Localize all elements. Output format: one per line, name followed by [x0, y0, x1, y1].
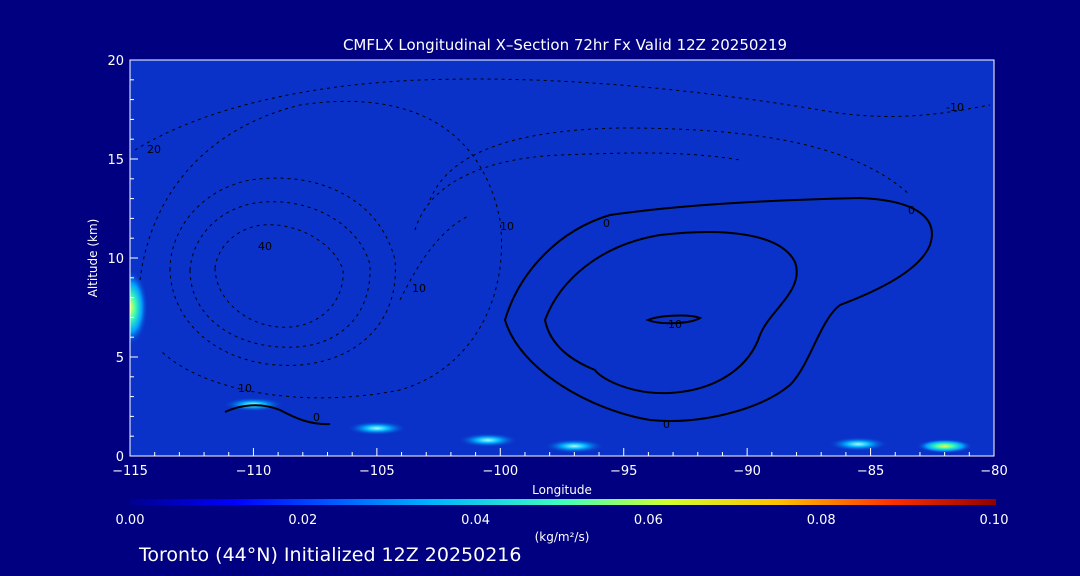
y-tick-label: 15 — [107, 153, 124, 168]
colorbar-tick-label: 0.08 — [807, 513, 836, 528]
colorbar-ticks: 0.00 0.02 0.04 0.06 0.08 0.10 — [116, 513, 1009, 528]
flux-feature — [457, 433, 518, 448]
colorbar-unit-label: (kg/m²/s) — [535, 530, 590, 544]
contour-solid-inner — [543, 231, 798, 395]
contour-solid-low — [224, 404, 331, 426]
colorbar-tick-label: 0.04 — [461, 513, 490, 528]
contour-label: 0 — [603, 217, 610, 230]
contour-lines — [134, 78, 991, 426]
contour-dashed-6 — [429, 127, 911, 201]
contour-label: 0 — [313, 411, 320, 424]
contour-label: 0 — [663, 418, 670, 431]
contour-label-group: 20 40 10 10 10 10 0 0 0 0 -10 — [147, 101, 964, 431]
footer-caption: Toronto (44°N) Initialized 12Z 20250216 — [138, 544, 522, 566]
x-tick-label: −110 — [236, 464, 272, 479]
y-tick-label: 10 — [107, 252, 124, 267]
contour-label: 10 — [412, 282, 426, 295]
y-tick-label: 5 — [116, 351, 124, 366]
colorbar-tick-label: 0.02 — [288, 513, 317, 528]
contour-label: -10 — [946, 101, 964, 114]
y-axis: 0 5 10 15 20 — [107, 54, 138, 465]
contour-dashed-4 — [139, 100, 502, 399]
contour-dashed-5 — [134, 78, 991, 151]
contour-solid-core — [645, 314, 703, 325]
contour-label: 20 — [147, 143, 161, 156]
contour-dashed-2 — [189, 201, 371, 348]
contour-solid-outer — [503, 196, 933, 422]
colorbar-tick-label: 0.00 — [116, 513, 145, 528]
plot-area — [130, 60, 994, 456]
x-tick-label: −115 — [112, 464, 148, 479]
flux-feature — [346, 421, 407, 436]
flux-feature — [916, 439, 973, 454]
x-tick-label: −105 — [359, 464, 395, 479]
x-axis: −115 −110 −105 −100 −95 −90 −85 −80 — [112, 448, 1008, 479]
flux-feature — [130, 269, 148, 346]
x-tick-label: −95 — [610, 464, 637, 479]
x-axis-label: Longitude — [532, 483, 592, 497]
y-axis-label: Altitude (km) — [86, 219, 100, 298]
x-tick-label: −85 — [857, 464, 884, 479]
colorbar-tick-label: 0.10 — [980, 513, 1009, 528]
colorbar — [130, 499, 996, 505]
flux-feature — [828, 437, 889, 452]
contour-dashed-1 — [169, 177, 396, 366]
flux-feature — [544, 439, 605, 454]
y-tick-label: 0 — [116, 450, 124, 465]
flux-features — [130, 269, 973, 454]
contour-label: 10 — [238, 382, 252, 395]
contour-label: 0 — [908, 204, 915, 217]
contour-label: 40 — [258, 240, 272, 253]
contour-label: 10 — [500, 220, 514, 233]
colorbar-tick-label: 0.06 — [634, 513, 663, 528]
x-tick-label: −100 — [482, 464, 518, 479]
chart-title: CMFLX Longitudinal X–Section 72hr Fx Val… — [343, 36, 787, 54]
contour-label: 10 — [668, 318, 682, 331]
y-tick-label: 20 — [107, 54, 124, 69]
x-tick-label: −80 — [980, 464, 1007, 479]
x-tick-label: −90 — [733, 464, 760, 479]
